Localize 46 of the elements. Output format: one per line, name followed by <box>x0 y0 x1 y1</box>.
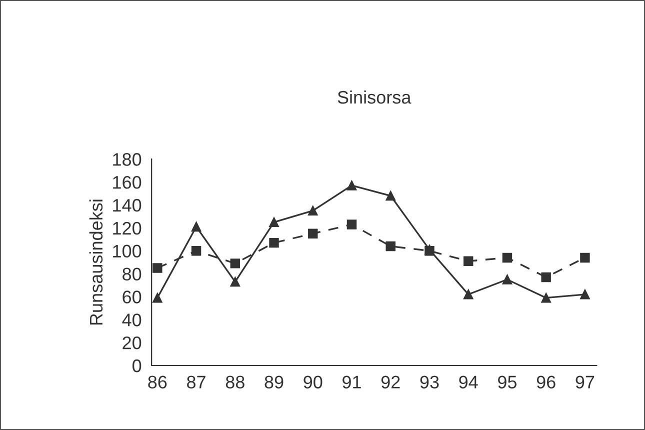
point <box>346 180 357 190</box>
y-tick-label: 120 <box>113 222 142 235</box>
point <box>152 263 162 273</box>
point <box>308 206 318 216</box>
x-tick-label: 91 <box>342 376 361 388</box>
x-tick-label: 87 <box>187 376 206 388</box>
point <box>230 258 240 268</box>
y-tick-label: 160 <box>113 176 142 189</box>
y-tick-label: 0 <box>132 359 142 372</box>
x-tick-label: 86 <box>148 376 167 388</box>
x-tick-label: 96 <box>536 376 556 388</box>
point <box>386 241 396 252</box>
point <box>191 246 202 256</box>
y-axis-title: Runsausindeksi <box>89 200 103 325</box>
point <box>463 290 474 300</box>
point <box>269 217 279 228</box>
y-tick-label: 100 <box>113 244 142 258</box>
point <box>580 252 590 263</box>
y-tick-label: 140 <box>113 198 142 212</box>
point <box>346 220 357 230</box>
y-tick-label: 20 <box>122 336 142 350</box>
point <box>152 292 162 303</box>
x-tick-label: 94 <box>459 376 478 388</box>
point <box>463 256 474 266</box>
x-tick-label: 93 <box>420 376 439 388</box>
point <box>541 272 551 282</box>
point <box>308 228 318 238</box>
point <box>269 238 279 248</box>
x-tick-label: 92 <box>381 376 400 388</box>
point <box>502 252 512 263</box>
point <box>502 274 512 284</box>
x-tick-label: 90 <box>304 376 322 388</box>
point <box>386 190 396 201</box>
chart-title: Sinisorsa <box>338 90 412 104</box>
point <box>230 276 240 287</box>
x-tick-label: 97 <box>576 376 594 388</box>
y-tick-label: 180 <box>113 153 142 166</box>
x-tick-label: 88 <box>226 376 244 388</box>
y-tick-label: 80 <box>122 268 142 280</box>
x-tick-label: 89 <box>264 376 284 388</box>
x-tick-label: 95 <box>498 376 517 388</box>
y-tick-label: 60 <box>122 290 142 304</box>
point <box>191 222 202 232</box>
y-tick-label: 40 <box>122 314 142 326</box>
point <box>541 292 551 303</box>
point <box>580 290 590 300</box>
